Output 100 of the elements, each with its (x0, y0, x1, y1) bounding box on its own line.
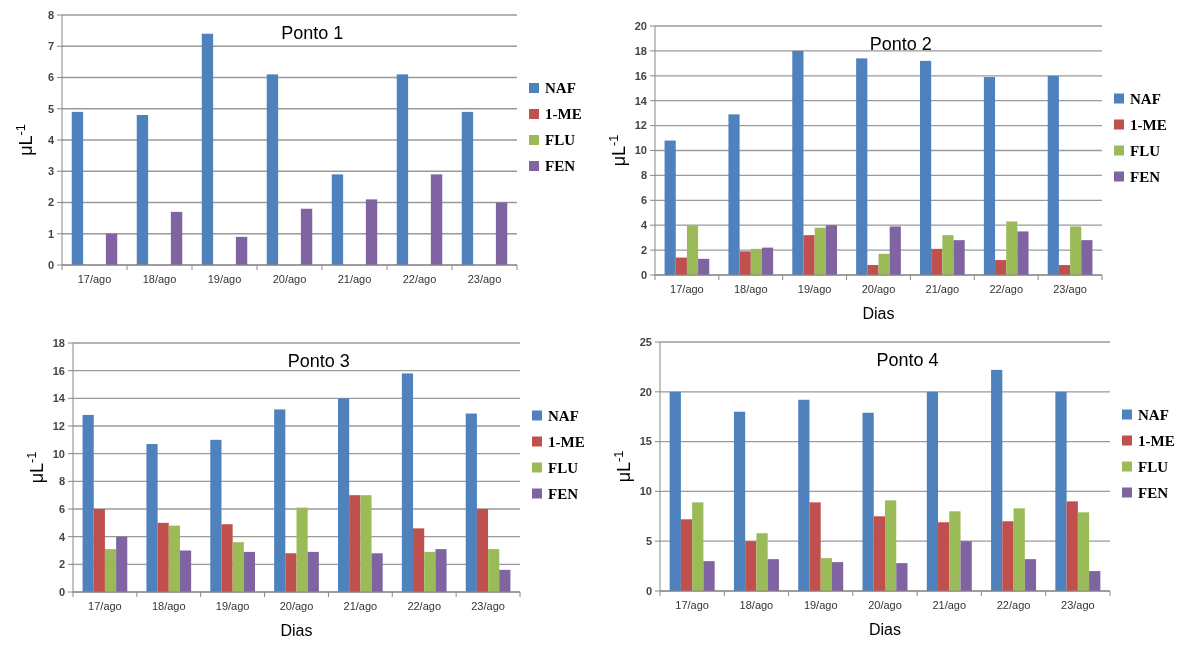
bar (435, 549, 447, 592)
x-tick-label: 21/ago (932, 599, 967, 611)
bar (146, 443, 158, 592)
bar (274, 409, 286, 592)
x-tick-label: 23/ago (1061, 599, 1095, 611)
bar (728, 114, 740, 275)
x-tick-label: 19/ago (215, 600, 250, 612)
bar (680, 519, 693, 591)
x-tick-label: 22/ago (989, 283, 1024, 295)
x-tick-label: 17/ago (670, 283, 704, 295)
bar (210, 439, 222, 592)
bar (1089, 571, 1101, 591)
y-tick-label: 18 (52, 336, 65, 349)
bar (424, 551, 436, 592)
bar (116, 536, 128, 592)
y-tick-label: 7 (47, 40, 54, 53)
bar (235, 236, 248, 265)
chart-title: Ponto 3 (287, 351, 350, 371)
x-tick-label: 23/ago (1053, 283, 1087, 295)
x-tick-label: 18/ago (142, 273, 177, 285)
bar (983, 77, 996, 275)
bar (1066, 501, 1078, 591)
bar (461, 111, 474, 265)
x-tick-label: 17/ago (675, 599, 709, 611)
bar (669, 391, 681, 591)
x-tick-label: 21/ago (343, 600, 378, 612)
bar (157, 522, 169, 592)
bar (307, 551, 319, 592)
x-tick-label: 20/ago (272, 273, 307, 285)
bar (733, 411, 746, 591)
bar (243, 551, 255, 592)
bar (896, 563, 908, 591)
y-tick-label: 14 (52, 392, 66, 405)
bar (104, 549, 117, 592)
bar (488, 549, 500, 592)
legend-label: FEN (1130, 168, 1161, 185)
bar (798, 399, 810, 591)
bar (686, 225, 699, 275)
bar (1055, 391, 1067, 591)
y-tick-label: 10 (52, 447, 65, 460)
bar (1002, 521, 1014, 591)
bar (767, 559, 779, 591)
bar (1024, 559, 1037, 591)
bar (750, 248, 762, 275)
y-tick-label: 2 (640, 243, 647, 256)
legend-label: NAF (1138, 406, 1169, 423)
x-tick-label: 21/ago (337, 273, 372, 285)
bar (1077, 512, 1090, 591)
bar (338, 398, 350, 592)
bar (664, 140, 676, 275)
y-tick-label: 4 (47, 133, 55, 146)
x-tick-label: 22/ago (996, 599, 1031, 611)
x-tick-label: 20/ago (861, 283, 896, 295)
bar (820, 558, 832, 591)
y-tick-label: 16 (634, 69, 647, 82)
bar (93, 509, 105, 592)
y-tick-label: 12 (634, 119, 647, 132)
chart-title: Ponto 4 (876, 350, 939, 370)
bar (862, 412, 874, 591)
y-tick-label: 6 (640, 194, 647, 207)
y-tick-label: 2 (47, 196, 54, 209)
bar (831, 562, 844, 591)
y-tick-label: 16 (52, 364, 65, 377)
y-tick-label: 0 (640, 268, 647, 281)
y-tick-label: 5 (47, 102, 54, 115)
x-tick-label: 22/ago (407, 600, 442, 612)
bar (266, 74, 279, 265)
bar (675, 257, 687, 275)
bar (885, 500, 897, 591)
bar (756, 533, 768, 591)
x-tick-label: 18/ago (151, 600, 186, 612)
x-tick-label: 17/ago (77, 273, 112, 285)
bar (296, 507, 308, 592)
bar (761, 247, 774, 275)
bar (476, 509, 489, 592)
x-tick-label: 18/ago (739, 599, 774, 611)
bar (953, 240, 965, 275)
y-tick-label: 6 (47, 71, 54, 84)
legend-label: FEN (1138, 484, 1169, 501)
bar (856, 58, 868, 275)
bar (949, 511, 961, 591)
bar (991, 369, 1003, 591)
legend-label: FEN (545, 158, 576, 175)
bar (499, 569, 511, 592)
y-tick-label: 4 (640, 219, 648, 232)
bar (285, 553, 297, 592)
bar (465, 413, 477, 592)
bar (168, 525, 180, 592)
bar (926, 391, 939, 591)
legend-label: 1-ME (545, 106, 582, 123)
y-tick-label: 5 (645, 535, 652, 548)
x-tick-label: 18/ago (733, 283, 768, 295)
bar (995, 260, 1007, 275)
x-tick-label: 19/ago (803, 599, 838, 611)
x-axis-title: Dias (862, 305, 895, 322)
bar (960, 541, 972, 591)
bar (170, 211, 183, 265)
legend-label: NAF (1130, 90, 1161, 107)
legend-label: FLU (1130, 142, 1161, 159)
bar (825, 225, 837, 275)
